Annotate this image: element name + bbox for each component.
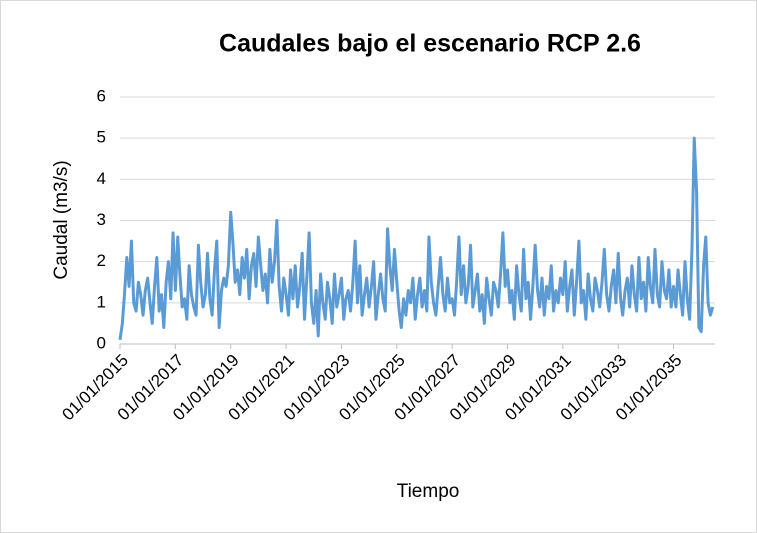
y-tick-label: 3 <box>97 210 106 229</box>
x-axis-label: Tiempo <box>397 481 460 502</box>
y-tick-label: 0 <box>97 333 106 352</box>
y-tick-label: 6 <box>97 86 106 105</box>
data-line <box>118 136 715 341</box>
y-axis-label: Caudal (m3/s) <box>51 160 72 279</box>
chart-title: Caudales bajo el escenario RCP 2.6 <box>219 30 641 58</box>
y-tick-label: 4 <box>97 169 106 188</box>
y-tick-label: 1 <box>97 292 106 311</box>
y-tick-label: 2 <box>97 251 106 270</box>
y-tick-label: 5 <box>97 128 106 147</box>
